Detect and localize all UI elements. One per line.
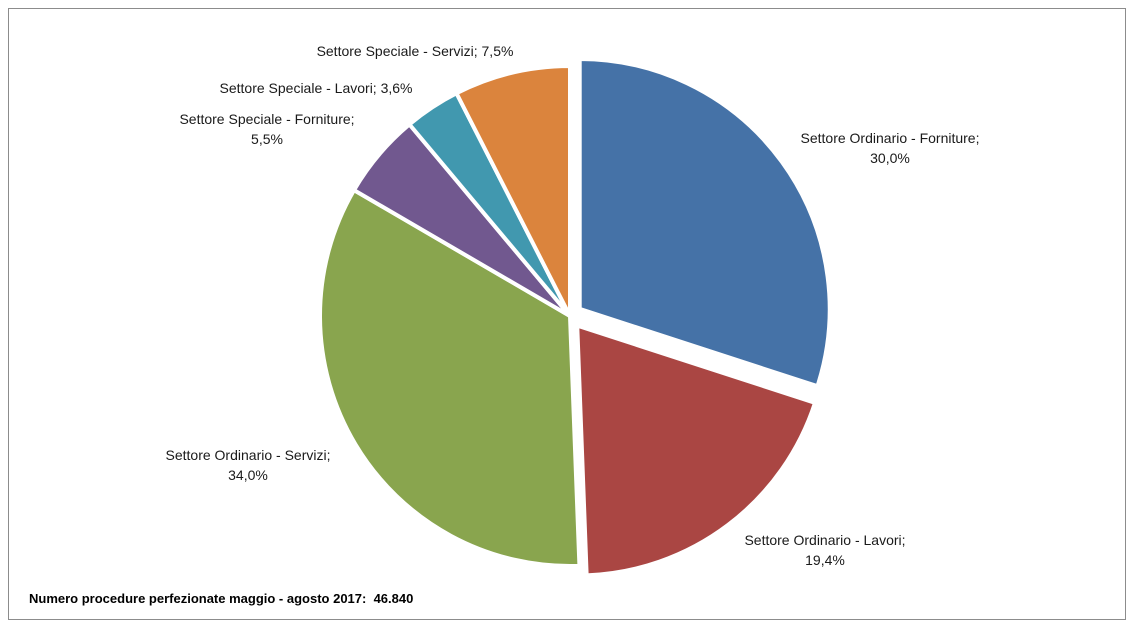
label-speciale-forniture: Settore Speciale - Forniture; 5,5% [179, 111, 354, 147]
label-ordinario-lavori: Settore Ordinario - Lavori; 19,4% [744, 532, 905, 568]
label-ordinario-servizi: Settore Ordinario - Servizi; 34,0% [166, 447, 331, 483]
label-speciale-lavori: Settore Speciale - Lavori; 3,6% [220, 80, 413, 96]
label-speciale-servizi: Settore Speciale - Servizi; 7,5% [317, 43, 514, 59]
footnote-total-procedures: Numero procedure perfezionate maggio - a… [29, 591, 414, 606]
slice-ordinario-forniture [577, 56, 832, 389]
slice-speciale-servizi [453, 63, 572, 317]
slice-ordinario-lavori [575, 322, 818, 578]
pie-slices [318, 56, 832, 578]
slice-labels: Settore Ordinario - Forniture; 30,0% Setto… [166, 43, 980, 568]
label-ordinario-forniture: Settore Ordinario - Forniture; 30,0% [801, 130, 980, 166]
